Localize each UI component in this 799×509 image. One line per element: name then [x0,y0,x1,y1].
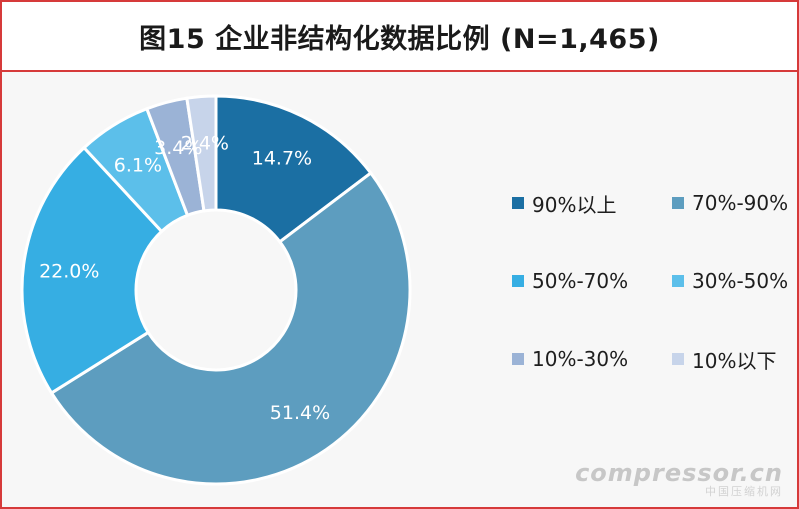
chart-title: 图15 企业非结构化数据比例 (N=1,465) [139,23,660,55]
legend-row: 50%-70% 30%-50% [512,268,792,294]
donut-chart: 14.7% 51.4% 22.0% 6.1%3.4%2.4% [20,94,412,486]
legend-item-10-below: 10%以下 [672,346,792,373]
legend-item-70-90: 70%-90% [672,190,792,216]
slice-data-label: 6.1% [114,154,162,176]
slice-data-label: 51.4% [270,402,330,424]
legend: 90%以上 70%-90% 50%-70% 30%-50% [512,190,792,424]
legend-item-30-50: 30%-50% [672,268,792,294]
legend-swatch [672,353,684,365]
watermark-subtext: 中国压缩机网 [705,485,783,498]
watermark: compressor.cn 中国压缩机网 [575,459,783,499]
slice-50-70 [20,145,164,395]
legend-swatch [672,197,684,209]
slice-70-90 [49,170,412,486]
slice-90-above [214,94,373,244]
legend-swatch [512,197,524,209]
slice-data-label: 22.0% [39,261,99,283]
title-bar: 图15 企业非结构化数据比例 (N=1,465) [2,2,797,72]
legend-swatch [512,275,524,287]
legend-row: 90%以上 70%-90% [512,190,792,217]
legend-item-90-above: 90%以上 [512,190,672,217]
slice-data-label: 14.7% [252,148,312,170]
legend-row: 10%-30% 10%以下 [512,346,792,373]
legend-item-50-70: 50%-70% [512,268,672,294]
watermark-logo-text: compressor.cn [575,459,783,487]
legend-swatch [512,353,524,365]
legend-item-10-30: 10%-30% [512,346,672,372]
slice-10-below [185,94,218,213]
chart-area: 14.7% 51.4% 22.0% 6.1% 3.4% 2.4% 90%以上 70%-90… [2,72,797,507]
slice-data-label: 2.4% [181,132,229,154]
legend-swatch [672,275,684,287]
slice-data-label: 3.4% [154,137,202,159]
